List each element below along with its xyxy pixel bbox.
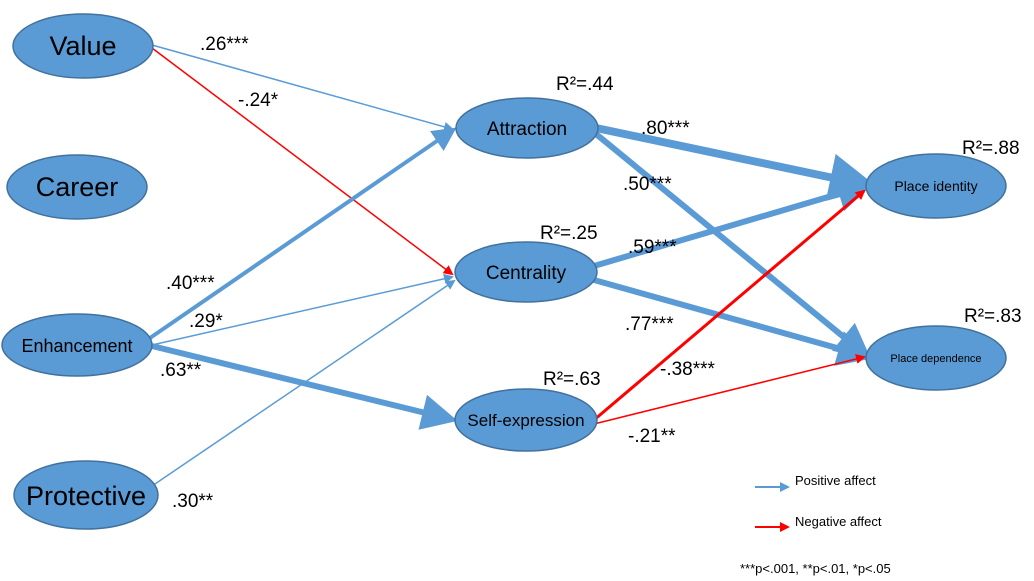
node-attraction: Attraction [455,97,599,159]
coef-value-attraction: .26*** [200,34,249,55]
path-protective-centrality [151,279,456,487]
node-value-label: Value [49,31,116,61]
node-protective: Protective [13,460,159,530]
node-centrality: Centrality [454,241,598,303]
path-enhancement-centrality [151,273,454,346]
path-enhancement-attraction [148,127,457,340]
node-self-expression-label: Self-expression [467,411,584,430]
coef-enhancement-centrality: .29* [189,311,223,332]
coef-self-expression-place-identity: -.38*** [660,359,716,380]
coef-self-expression-place-dependence: -.21** [628,426,676,447]
path-attraction-place-identity [595,124,878,201]
coef-enhancement-attraction: .40*** [166,273,215,294]
coef-attraction-place-dependence: .50*** [623,174,672,195]
path-centrality-place-identity [593,176,874,269]
node-self-expression: Self-expression [454,388,598,452]
r2-attraction: R²=.44 [556,74,614,95]
r2-self-expression: R²=.63 [543,369,601,390]
path-value-centrality [151,47,454,276]
coef-value-centrality: -.24* [238,90,279,111]
node-value: Value [12,13,154,79]
r2-place-dependence: R²=.83 [964,306,1022,327]
node-career: Career [6,154,148,220]
coef-protective-centrality: .30** [172,491,214,512]
node-place-dependence: Place dependence [865,325,1007,391]
coef-centrality-place-dependence: .77*** [625,314,674,335]
legend-negative-label: Negative affect [795,514,882,529]
legend: Positive affect Negative affect ***p<.00… [740,473,891,576]
path-value-attraction [151,44,454,132]
path-self-expression-place-dependence [593,354,866,425]
coef-attraction-place-identity: .80*** [641,118,690,139]
legend-positive-label: Positive affect [795,473,876,488]
node-career-label: Career [36,172,119,202]
node-place-identity-label: Place identity [894,178,977,194]
r2-place-identity: R²=.88 [962,138,1020,159]
node-enhancement-label: Enhancement [21,336,132,356]
path-attraction-place-dependence [594,131,872,360]
node-centrality-label: Centrality [486,263,567,284]
path-centrality-place-dependence [593,277,874,366]
node-enhancement: Enhancement [1,313,153,377]
node-place-identity: Place identity [865,153,1007,219]
node-place-dependence-label: Place dependence [890,353,981,365]
legend-significance: ***p<.001, **p<.01, *p<.05 [740,561,891,576]
r2-centrality: R²=.25 [540,223,598,244]
node-protective-label: Protective [26,481,146,511]
path-enhancement-self-expression [151,343,458,430]
path-self-expression-place-identity [593,189,866,422]
coef-centrality-place-identity: .59*** [628,237,677,258]
coef-enhancement-self-expression: .63** [160,360,202,381]
node-attraction-label: Attraction [487,119,567,140]
